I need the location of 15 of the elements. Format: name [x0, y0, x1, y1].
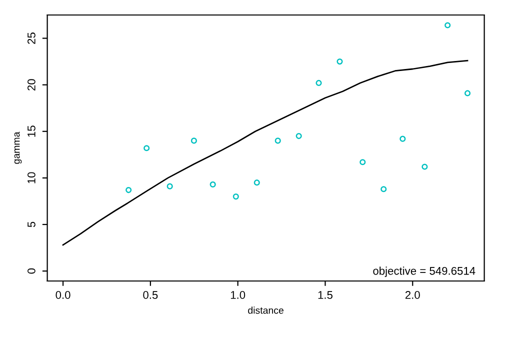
x-axis-title: distance — [248, 306, 284, 314]
y-tick-label: 0 — [28, 268, 36, 274]
y-tick-label: 20 — [28, 79, 36, 90]
x-tick-label: 2.0 — [405, 291, 420, 299]
annotation: objective = 549.6514 — [373, 266, 476, 278]
y-tick-label: 10 — [28, 172, 36, 184]
y-tick-label: 25 — [28, 32, 36, 44]
x-tick-label: 1.5 — [318, 291, 332, 299]
x-tick-label: 0.0 — [56, 291, 70, 299]
x-tick-label: 1.0 — [230, 291, 246, 299]
line-series — [62, 60, 468, 246]
x-tick-label: 0.5 — [143, 291, 158, 299]
y-tick-label: 15 — [28, 126, 36, 137]
y-tick-label: 5 — [28, 222, 36, 228]
y-axis-title: gamma — [14, 132, 22, 164]
